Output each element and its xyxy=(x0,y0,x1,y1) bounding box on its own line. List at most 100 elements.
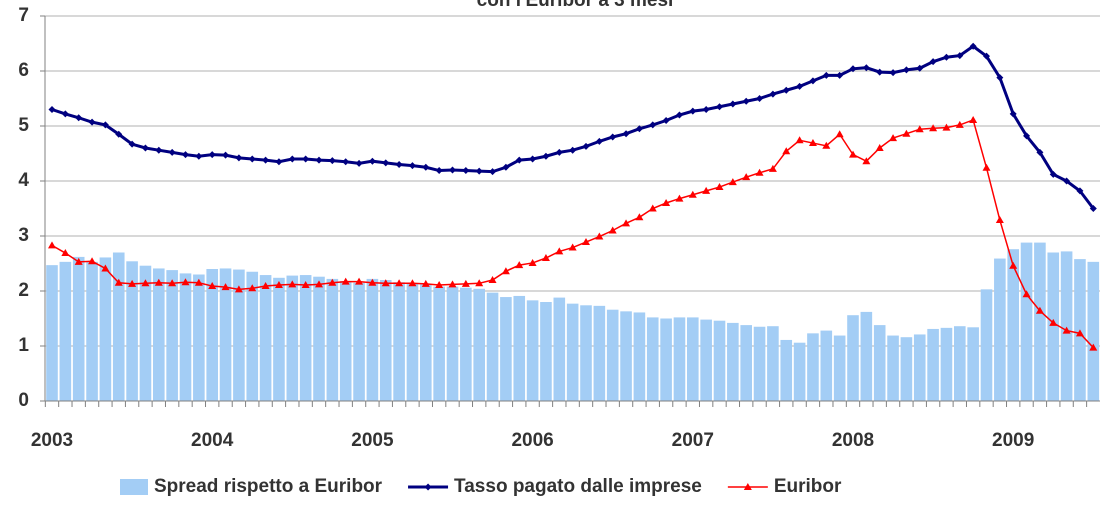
point xyxy=(608,226,617,234)
point xyxy=(168,148,176,156)
bar xyxy=(126,261,138,401)
point xyxy=(328,157,336,165)
bar xyxy=(526,300,539,401)
point xyxy=(1009,110,1017,118)
point xyxy=(702,186,711,194)
point xyxy=(1062,326,1071,334)
bar xyxy=(580,305,592,401)
point xyxy=(101,121,109,129)
point xyxy=(595,137,603,145)
bar xyxy=(393,282,405,401)
point xyxy=(1035,306,1044,314)
bar xyxy=(767,326,779,401)
point xyxy=(424,483,432,491)
point xyxy=(649,121,657,129)
bar xyxy=(740,325,752,401)
y-tick-label: 1 xyxy=(18,335,29,356)
bar xyxy=(646,317,659,401)
point xyxy=(849,150,857,158)
y-tick-label: 3 xyxy=(18,225,29,246)
point xyxy=(194,278,203,286)
point xyxy=(902,129,911,137)
point xyxy=(488,276,497,283)
point xyxy=(502,163,510,171)
bar xyxy=(660,318,672,401)
point xyxy=(889,134,898,142)
bar xyxy=(153,268,165,401)
point xyxy=(955,120,964,128)
bar xyxy=(860,311,873,401)
point xyxy=(582,142,590,150)
bar xyxy=(940,327,953,401)
point xyxy=(809,77,817,85)
point xyxy=(1075,329,1084,337)
point xyxy=(75,114,83,122)
point xyxy=(221,283,230,291)
point xyxy=(675,194,684,202)
bar xyxy=(994,258,1006,401)
point xyxy=(1009,261,1018,269)
bar xyxy=(179,273,192,401)
point xyxy=(355,277,364,285)
point xyxy=(622,219,631,227)
bar xyxy=(553,297,566,401)
y-tick-label: 2 xyxy=(18,280,29,301)
point xyxy=(114,278,123,286)
bar xyxy=(566,303,579,401)
bar xyxy=(299,275,312,401)
point xyxy=(422,163,430,171)
point xyxy=(368,157,376,165)
point xyxy=(662,199,671,206)
point xyxy=(342,158,350,166)
bar xyxy=(366,278,379,401)
point xyxy=(969,115,978,123)
point xyxy=(742,173,751,181)
point xyxy=(368,278,377,286)
point xyxy=(408,162,416,170)
bar xyxy=(406,283,419,401)
bar xyxy=(793,342,806,401)
point xyxy=(461,279,470,287)
x-tick-label: 2007 xyxy=(672,430,714,451)
point xyxy=(595,232,604,240)
point xyxy=(1063,177,1071,185)
point xyxy=(275,158,283,166)
bar xyxy=(954,326,966,401)
bar xyxy=(379,280,392,401)
bar xyxy=(486,292,499,401)
bar xyxy=(513,295,526,401)
point xyxy=(408,279,417,287)
bar xyxy=(1034,242,1046,401)
bar xyxy=(99,257,112,401)
point xyxy=(328,278,337,286)
bar xyxy=(700,319,712,401)
bar xyxy=(46,265,58,401)
point xyxy=(475,279,484,287)
point xyxy=(448,280,457,288)
bar xyxy=(913,334,926,401)
point xyxy=(889,69,897,77)
bar xyxy=(540,302,552,401)
point xyxy=(301,280,310,288)
point xyxy=(916,64,924,72)
point xyxy=(1023,132,1031,140)
point xyxy=(956,52,964,60)
point xyxy=(155,146,163,154)
point xyxy=(609,133,617,141)
bar xyxy=(206,269,218,401)
point xyxy=(462,167,470,175)
bar xyxy=(1047,252,1060,401)
point xyxy=(61,110,69,118)
point xyxy=(1089,343,1098,351)
bar xyxy=(980,289,993,401)
bar xyxy=(673,317,686,401)
x-tick-label: 2008 xyxy=(832,430,874,451)
point xyxy=(475,167,483,175)
point xyxy=(768,164,777,172)
bar xyxy=(1060,251,1073,401)
bar xyxy=(339,281,352,401)
point xyxy=(515,261,524,269)
point xyxy=(515,156,523,164)
bar xyxy=(500,297,512,401)
point xyxy=(969,42,977,50)
